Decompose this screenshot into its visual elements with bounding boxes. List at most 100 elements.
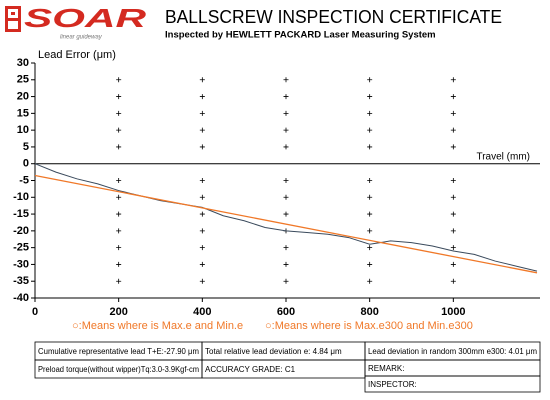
y-tick-label: 25: [17, 74, 29, 86]
grid-plus: [283, 127, 289, 133]
grid-plus: [199, 178, 205, 183]
grid-plus: [450, 228, 456, 234]
y-tick-label: 20: [17, 90, 29, 102]
table-cell: Lead deviation in random 300mm e300: 4.0…: [368, 347, 537, 356]
grid-plus: [283, 278, 289, 284]
grid-plus: [283, 77, 289, 83]
grid-plus: [283, 178, 289, 183]
logo-sub: linear guideway: [60, 35, 103, 41]
grid-plus: [367, 110, 373, 116]
table-cell: REMARK:: [368, 364, 404, 373]
subtitle: Inspected by HEWLETT PACKARD Laser Measu…: [165, 30, 436, 41]
table-cell: ACCURACY GRADE: C1: [205, 365, 296, 374]
x-tick-label: 800: [360, 306, 378, 318]
y-tick-label: 15: [17, 107, 29, 119]
grid-plus: [116, 94, 122, 100]
y-tick-label: 10: [17, 124, 29, 136]
y-tick-label: -25: [13, 242, 29, 254]
note: ○:Means where is Max.e300 and Min.e300: [265, 320, 473, 332]
y-tick-label: -40: [13, 292, 29, 304]
note: ○:Means where is Max.e and Min.e: [72, 320, 243, 332]
grid-plus: [283, 194, 289, 200]
grid-plus: [367, 178, 373, 183]
grid-plus: [199, 278, 205, 284]
grid-plus: [199, 144, 205, 150]
grid-plus: [116, 127, 122, 133]
logo: SOAR: [24, 3, 146, 33]
grid-plus: [116, 110, 122, 116]
grid-plus: [283, 261, 289, 267]
grid-plus: [116, 211, 122, 217]
title: BALLSCREW INSPECTION CERTIFICATE: [165, 7, 502, 27]
logo-icon: [5, 6, 21, 32]
x-axis-label: Travel (mm): [476, 152, 530, 163]
grid-plus: [367, 228, 373, 234]
grid-plus: [116, 228, 122, 234]
grid-plus: [367, 144, 373, 150]
grid-plus: [199, 261, 205, 267]
grid-plus: [199, 127, 205, 133]
grid-plus: [450, 261, 456, 267]
grid-plus: [199, 77, 205, 83]
y-tick-label: -35: [13, 275, 29, 287]
y-tick-label: -15: [13, 208, 29, 220]
grid-plus: [116, 77, 122, 83]
grid-plus: [450, 94, 456, 100]
y-tick-label: 0: [23, 158, 29, 170]
grid-plus: [367, 211, 373, 217]
grid-plus: [283, 245, 289, 251]
grid-plus: [367, 127, 373, 133]
y-tick-label: 30: [17, 57, 29, 69]
grid-plus: [367, 194, 373, 200]
grid-plus: [283, 94, 289, 100]
grid-plus: [283, 110, 289, 116]
grid-plus: [367, 245, 373, 251]
table: Cumulative representative lead T+E:-27.9…: [34, 341, 541, 393]
grid-plus: [450, 127, 456, 133]
table-cell: Total relative lead deviation e: 4.84 μm: [205, 347, 342, 356]
grid-plus: [199, 211, 205, 217]
y-tick-label: -5: [19, 174, 29, 186]
y-tick-label: -10: [13, 191, 29, 203]
grid-plus: [199, 228, 205, 234]
grid-plus: [450, 194, 456, 200]
table-cell: INSPECTOR:: [368, 380, 417, 389]
grid-plus: [199, 110, 205, 116]
grid-plus: [450, 278, 456, 284]
y-tick-label: -20: [13, 225, 29, 237]
grid-plus: [283, 211, 289, 217]
grid-plus: [367, 77, 373, 83]
table-cell-border: [364, 375, 541, 393]
grid-plus: [199, 94, 205, 100]
grid-plus: [199, 245, 205, 251]
series-line: [34, 163, 538, 272]
plot: -40 -35 -30 -25 -20 -15 -10 -5 0 5 10 15 20 25 30 0 200 4…: [13, 57, 540, 332]
table-cell: Cumulative representative lead T+E:-27.9…: [38, 347, 199, 356]
grid-plus: [367, 261, 373, 267]
grid-plus: [450, 211, 456, 217]
grid-plus: [116, 278, 122, 284]
grid-plus: [116, 144, 122, 150]
series-line: [34, 174, 538, 274]
grid-plus: [199, 194, 205, 200]
y-axis-label: Lead Error (μm): [38, 49, 116, 61]
x-tick-label: 400: [193, 306, 211, 318]
grid-plus: [116, 245, 122, 251]
grid-plus: [367, 278, 373, 284]
grid-plus: [116, 194, 122, 200]
grid-plus: [283, 144, 289, 150]
y-tick-label: 5: [23, 141, 29, 153]
grid-plus: [450, 245, 456, 251]
grid-plus: [450, 110, 456, 116]
grid-plus: [450, 178, 456, 183]
table-cell: Preload torque(without wipper)Tq:3.0-3.9…: [38, 365, 199, 374]
x-tick-label: 0: [32, 306, 38, 318]
grid-plus: [116, 178, 122, 183]
grid-plus: [367, 94, 373, 100]
y-tick-label: -30: [13, 258, 29, 270]
grid-plus: [116, 261, 122, 267]
grid-plus: [450, 144, 456, 150]
x-tick-label: 600: [277, 306, 295, 318]
